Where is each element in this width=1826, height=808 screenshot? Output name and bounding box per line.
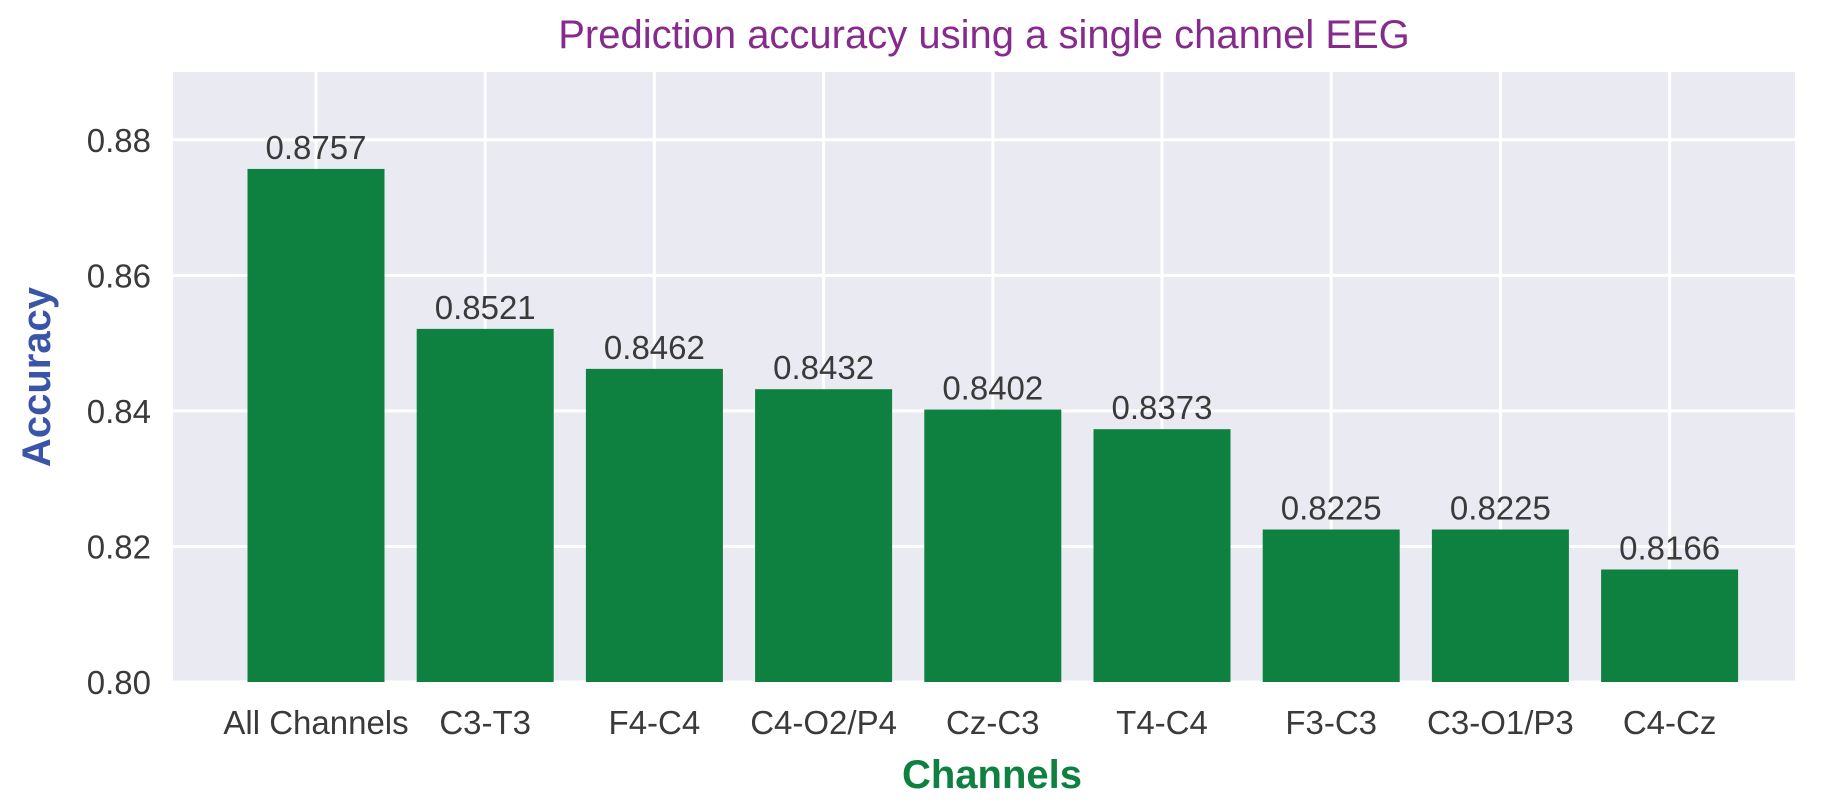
bar-f4-c4 [585,368,723,682]
x-tick-label: C3-O1/P3 [1427,704,1574,741]
x-tick-label: T4-C4 [1116,704,1208,741]
bar-t4-c4 [1093,429,1231,682]
bar-value-label: 0.8432 [773,349,874,386]
bar-value-label: 0.8757 [266,129,367,166]
bar-value-label: 0.8521 [435,289,536,326]
bar-value-label: 0.8402 [942,370,1043,407]
y-axis-ticks: 0.80 0.82 0.84 0.86 0.88 [87,122,151,701]
bar-value-label: 0.8225 [1281,490,1382,527]
bar-value-label: 0.8462 [604,329,705,366]
x-tick-label: Cz-C3 [946,704,1040,741]
y-axis-label: Accuracy [15,286,59,467]
chart-title: Prediction accuracy using a single chann… [558,13,1410,57]
bar-c4-cz [1601,569,1739,682]
bar-c4-o2-p4 [755,389,893,682]
y-tick-label: 0.80 [87,664,151,701]
bars [247,168,1739,682]
bar-c3-t3 [416,328,554,682]
x-tick-label: F4-C4 [609,704,701,741]
bar-cz-c3 [924,409,1062,682]
x-tick-label: C4-O2/P4 [750,704,897,741]
bar-f3-c3 [1262,529,1400,682]
x-tick-label: C4-Cz [1623,704,1717,741]
y-tick-label: 0.82 [87,528,151,565]
x-axis-label: Channels [902,753,1082,797]
y-tick-label: 0.88 [87,122,151,159]
bar-all-channels [247,168,385,682]
bar-c3-o1-p3 [1431,529,1569,682]
bar-value-label: 0.8166 [1619,529,1720,566]
x-tick-label: All Channels [223,704,408,741]
bar-value-label: 0.8373 [1112,389,1213,426]
value-labels: 0.8757 0.8521 0.8462 0.8432 0.8402 0.8373 0.82… [266,129,1721,567]
bar-value-label: 0.8225 [1450,490,1551,527]
x-axis-ticks: All Channels C3-T3 F4-C4 C4-O2/P4 Cz-C3 T4-C4… [223,704,1716,741]
x-tick-label: C3-T3 [439,704,531,741]
y-tick-label: 0.86 [87,257,151,294]
x-tick-label: F3-C3 [1285,704,1377,741]
y-tick-label: 0.84 [87,393,151,430]
